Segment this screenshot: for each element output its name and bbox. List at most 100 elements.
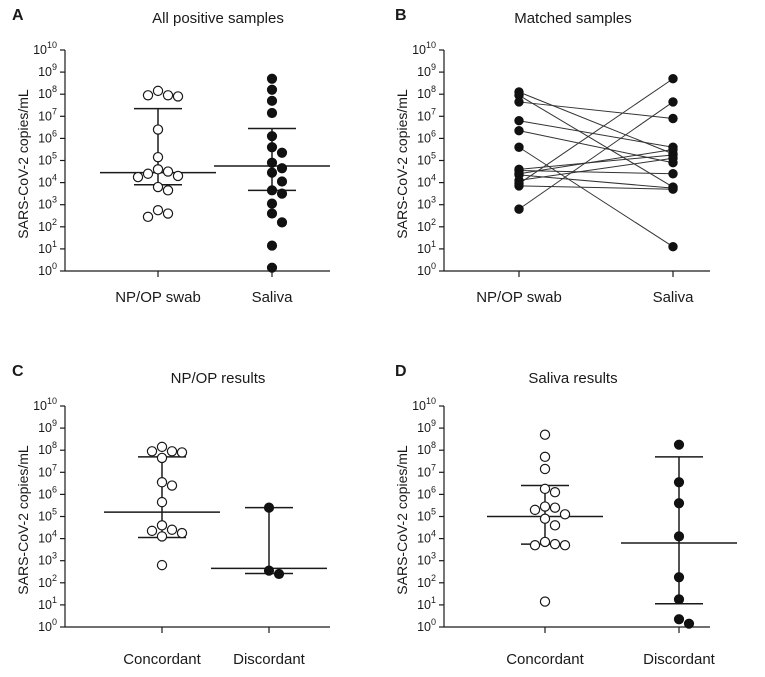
data-point — [514, 125, 524, 136]
data-point — [162, 166, 174, 177]
data-point — [156, 559, 168, 571]
data-point — [156, 496, 168, 508]
data-point — [263, 565, 275, 576]
data-point — [539, 483, 551, 495]
panel-b: B Matched samples SARS-CoV-2 copies/mL 100 1… — [394, 7, 710, 306]
y-tick-label: 103 — [417, 551, 436, 568]
matched-pair-line — [518, 185, 674, 190]
data-point — [266, 198, 278, 209]
matched-pair-line — [518, 130, 674, 164]
data-point — [668, 169, 678, 179]
panel-a: A All positive samples SARS-CoV-2 copies/m… — [12, 7, 330, 306]
data-point — [668, 153, 678, 163]
data-point — [514, 116, 524, 126]
data-point — [673, 594, 685, 605]
data-point — [162, 90, 174, 101]
data-point — [263, 502, 275, 513]
y-tick-label: 100 — [38, 617, 57, 634]
matched-pair-line — [518, 91, 674, 155]
y-tick-label: 108 — [417, 440, 436, 457]
data-point — [142, 211, 154, 223]
matched-pair-line — [518, 146, 674, 248]
data-point — [172, 170, 184, 182]
data-point — [152, 85, 164, 97]
panel-c: C NP/OP results SARS-CoV-2 copies/mL 100 101… — [12, 363, 330, 668]
y-tick-label: 100 — [417, 617, 436, 634]
matched-pair-line — [518, 169, 674, 175]
y-tick-label: 104 — [38, 529, 57, 546]
data-point — [266, 84, 278, 95]
data-point — [673, 439, 685, 450]
data-point — [172, 91, 184, 102]
data-point — [559, 509, 571, 520]
y-tick-label: 108 — [417, 84, 436, 101]
matched-pair-line — [518, 101, 674, 210]
data-point — [152, 181, 164, 193]
y-tick-label: 105 — [38, 151, 57, 168]
y-tick-label: 107 — [38, 462, 57, 479]
y-tick-label: 105 — [417, 507, 436, 524]
data-point — [176, 447, 188, 458]
data-point — [514, 97, 524, 107]
data-point — [673, 498, 685, 509]
y-tick-label: 105 — [38, 507, 57, 524]
data-point — [673, 477, 685, 488]
y-tick-label: 106 — [38, 128, 57, 145]
data-point — [549, 486, 561, 498]
panel-title: NP/OP results — [171, 370, 266, 387]
data-point — [683, 618, 695, 629]
y-tick-label: 1010 — [412, 40, 436, 57]
y-tick-label: 102 — [417, 573, 436, 590]
y-tick-label: 102 — [38, 573, 57, 590]
data-point — [156, 520, 168, 531]
data-point — [156, 477, 168, 488]
y-axis-label: SARS-CoV-2 copies/mL — [394, 445, 410, 595]
matched-pair-line — [518, 148, 674, 175]
y-tick-label: 101 — [417, 595, 436, 612]
data-point — [132, 171, 144, 183]
y-tick-label: 108 — [38, 84, 57, 101]
data-point — [156, 441, 168, 453]
x-category-label: Discordant — [233, 651, 306, 668]
y-tick-label: 107 — [417, 106, 436, 123]
y-tick-label: 106 — [417, 128, 436, 145]
data-point — [266, 107, 278, 119]
data-point — [273, 568, 285, 580]
data-point — [152, 151, 164, 163]
data-point — [152, 205, 164, 216]
data-point — [266, 240, 278, 251]
y-tick-label: 109 — [38, 62, 57, 79]
y-tick-label: 105 — [417, 151, 436, 168]
data-point — [276, 188, 288, 199]
x-category-label: Concordant — [506, 651, 584, 668]
panel-letter: C — [12, 363, 24, 380]
data-point — [549, 502, 561, 513]
y-tick-label: 106 — [38, 484, 57, 501]
y-tick-label: 103 — [38, 195, 57, 212]
y-tick-label: 107 — [417, 462, 436, 479]
data-point — [668, 113, 678, 124]
data-point — [266, 262, 278, 273]
data-point — [166, 480, 178, 491]
data-point — [539, 596, 551, 607]
y-tick-label: 100 — [417, 261, 436, 278]
y-tick-label: 100 — [38, 261, 57, 278]
data-point — [156, 452, 168, 464]
data-point — [162, 185, 174, 196]
data-point — [549, 520, 561, 531]
matched-pair-line — [518, 157, 674, 181]
data-point — [514, 179, 524, 189]
x-category-label: NP/OP swab — [115, 289, 201, 306]
data-point — [266, 142, 278, 153]
data-point — [176, 527, 188, 539]
y-tick-label: 1010 — [412, 396, 436, 413]
y-axis-label: SARS-CoV-2 copies/mL — [394, 89, 410, 239]
y-tick-label: 109 — [38, 418, 57, 435]
data-point — [668, 144, 678, 155]
x-category-label: NP/OP swab — [476, 289, 562, 306]
data-point — [539, 513, 551, 524]
data-point — [668, 97, 678, 107]
data-point — [266, 131, 278, 142]
data-point — [539, 536, 551, 548]
